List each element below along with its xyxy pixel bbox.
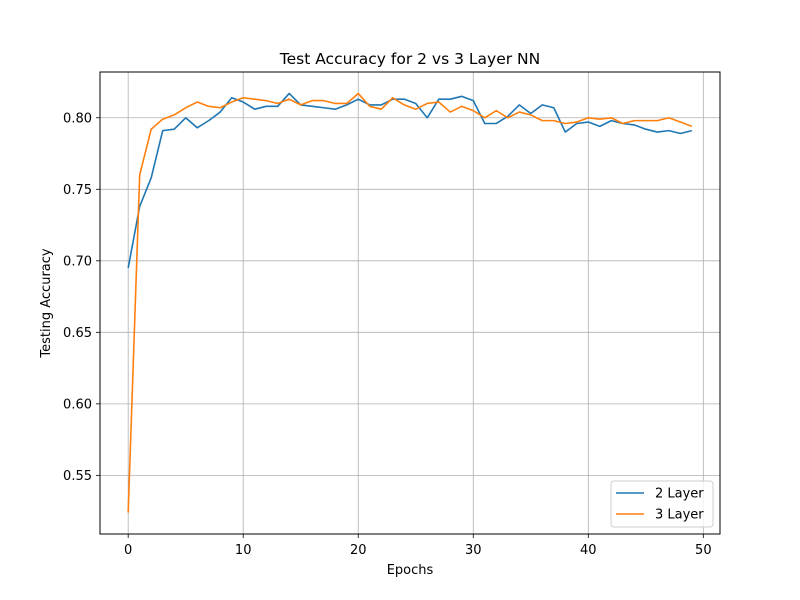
y-tick-label: 0.75	[63, 183, 92, 198]
y-axis-label: Testing Accuracy	[39, 248, 54, 358]
y-tick-label: 0.65	[63, 326, 92, 341]
grid	[100, 72, 720, 534]
x-axis-label: Epochs	[387, 563, 434, 578]
series-line-2-layer	[127, 92, 693, 269]
y-tick-label: 0.70	[63, 254, 92, 269]
plot-area-frame	[99, 71, 721, 535]
series-line-3-layer	[127, 92, 693, 513]
y-tick-label: 0.60	[63, 397, 92, 412]
x-tick-label: 20	[350, 543, 367, 558]
legend-label: 2 Layer	[655, 487, 704, 502]
x-tick-label: 50	[695, 543, 712, 558]
series-lines	[127, 92, 693, 513]
x-tick-label: 30	[465, 543, 482, 558]
x-tick-label: 0	[124, 543, 132, 558]
chart-title: Test Accuracy for 2 vs 3 Layer NN	[279, 50, 540, 68]
x-tick-label: 10	[235, 543, 252, 558]
y-tick-label: 0.55	[63, 469, 92, 484]
legend-label: 3 Layer	[655, 508, 704, 523]
y-tick-label: 0.80	[63, 111, 92, 126]
legend: 2 Layer 3 Layer	[610, 480, 714, 528]
axis-ticks: 0 10 20 30 40 50 0.55 0.60 0.65 0.70 0.75 0.80	[63, 111, 712, 558]
x-tick-label: 40	[580, 543, 597, 558]
